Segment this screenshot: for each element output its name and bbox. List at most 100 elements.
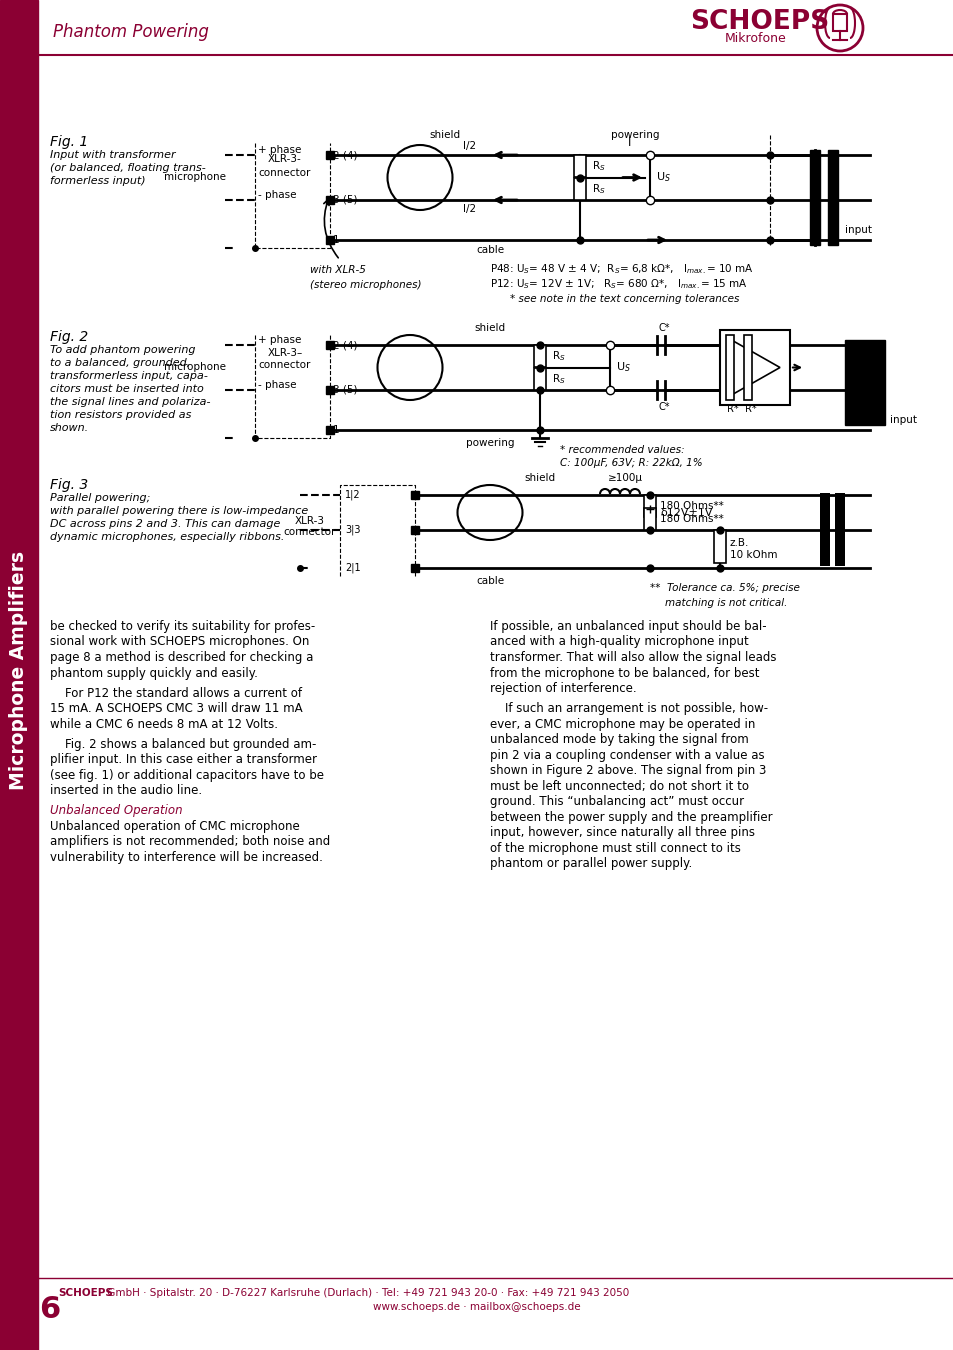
Text: + phase: + phase: [257, 144, 301, 155]
Bar: [844, 340, 884, 425]
Text: Fig. 2: Fig. 2: [50, 329, 89, 344]
Text: Parallel powering;: Parallel powering;: [50, 493, 151, 504]
Text: R$_S$: R$_S$: [592, 182, 605, 196]
Bar: [326, 427, 334, 433]
Text: while a CMC 6 needs 8 mA at 12 Volts.: while a CMC 6 needs 8 mA at 12 Volts.: [50, 718, 277, 730]
Text: I: I: [628, 136, 631, 148]
Text: with parallel powering there is low-impedance: with parallel powering there is low-impe…: [50, 506, 308, 516]
Text: of the microphone must still connect to its: of the microphone must still connect to …: [490, 841, 740, 855]
Text: 15 mA. A SCHOEPS CMC 3 will draw 11 mA: 15 mA. A SCHOEPS CMC 3 will draw 11 mA: [50, 702, 302, 716]
Bar: [411, 526, 418, 535]
Text: 1: 1: [333, 235, 339, 244]
Text: shield: shield: [429, 130, 460, 140]
Text: To add phantom powering: To add phantom powering: [50, 346, 195, 355]
Text: 2 (4): 2 (4): [333, 340, 357, 350]
Text: the signal lines and polariza-: the signal lines and polariza-: [50, 397, 211, 406]
Text: between the power supply and the preamplifier: between the power supply and the preampl…: [490, 810, 772, 824]
Bar: [834, 493, 844, 566]
Text: If possible, an unbalanced input should be bal-: If possible, an unbalanced input should …: [490, 620, 766, 633]
Text: microphone: microphone: [164, 173, 226, 182]
Text: I/2: I/2: [463, 140, 476, 151]
Text: 1: 1: [333, 425, 339, 435]
Text: shown.: shown.: [50, 423, 89, 433]
Text: SCHOEPS: SCHOEPS: [58, 1288, 112, 1297]
Text: 180 Ohms**: 180 Ohms**: [659, 501, 723, 512]
Text: δ12V±1V: δ12V±1V: [659, 508, 712, 517]
Text: (see fig. 1) or additional capacitors have to be: (see fig. 1) or additional capacitors ha…: [50, 768, 324, 782]
Text: formerless input): formerless input): [50, 176, 146, 186]
Text: Unbalanced operation of CMC microphone: Unbalanced operation of CMC microphone: [50, 819, 299, 833]
Text: 180 Ohms**: 180 Ohms**: [659, 514, 723, 524]
Text: ≥100μ: ≥100μ: [607, 472, 641, 483]
Text: I/2: I/2: [463, 204, 476, 215]
Bar: [326, 386, 334, 394]
Text: anced with a high-quality microphone input: anced with a high-quality microphone inp…: [490, 636, 748, 648]
Text: U$_S$: U$_S$: [656, 170, 670, 185]
Text: Input with transformer: Input with transformer: [50, 150, 175, 161]
Text: cable: cable: [476, 576, 503, 586]
Text: connector: connector: [258, 360, 311, 370]
Text: phantom supply quickly and easily.: phantom supply quickly and easily.: [50, 667, 257, 679]
Text: Microphone Amplifiers: Microphone Amplifiers: [10, 551, 29, 790]
Text: XLR-3–: XLR-3–: [267, 347, 302, 358]
Text: unbalanced mode by taking the signal from: unbalanced mode by taking the signal fro…: [490, 733, 748, 747]
Text: + phase: + phase: [257, 335, 301, 346]
Bar: [0, 0, 38, 1350]
Bar: [713, 531, 725, 563]
Bar: [534, 369, 545, 390]
Bar: [411, 491, 418, 500]
Text: For P12 the standard allows a current of: For P12 the standard allows a current of: [50, 687, 302, 699]
Text: powering: powering: [465, 437, 514, 448]
Text: 3|3: 3|3: [345, 525, 360, 535]
Text: citors must be inserted into: citors must be inserted into: [50, 383, 204, 394]
Text: transformerless input, capa-: transformerless input, capa-: [50, 371, 208, 381]
Bar: [832, 14, 846, 31]
Text: 3 (5): 3 (5): [333, 194, 357, 205]
Text: C: 100μF, 63V; R: 22kΩ, 1%: C: 100μF, 63V; R: 22kΩ, 1%: [559, 458, 702, 468]
Text: Mikrofone: Mikrofone: [724, 31, 786, 45]
Text: Fig. 2 shows a balanced but grounded am-: Fig. 2 shows a balanced but grounded am-: [50, 738, 316, 751]
Text: page 8 a method is described for checking a: page 8 a method is described for checkin…: [50, 651, 313, 664]
Text: DC across pins 2 and 3. This can damage: DC across pins 2 and 3. This can damage: [50, 518, 280, 529]
Text: matching is not critical.: matching is not critical.: [664, 598, 786, 608]
Bar: [534, 346, 545, 367]
Text: cable: cable: [476, 244, 503, 255]
Text: - phase: - phase: [257, 190, 296, 200]
Text: input, however, since naturally all three pins: input, however, since naturally all thre…: [490, 826, 754, 840]
Text: from the microphone to be balanced, for best: from the microphone to be balanced, for …: [490, 667, 759, 679]
Text: powering: powering: [610, 130, 659, 140]
Text: 3 (5): 3 (5): [333, 385, 357, 396]
Bar: [720, 329, 789, 405]
Bar: [809, 150, 820, 244]
Text: Unbalanced Operation: Unbalanced Operation: [50, 805, 182, 818]
Text: U$_S$: U$_S$: [616, 360, 630, 374]
Text: tion resistors provided as: tion resistors provided as: [50, 410, 192, 420]
Text: Fig. 1: Fig. 1: [50, 135, 89, 148]
Text: shield: shield: [474, 323, 505, 333]
Text: Phantom Powering: Phantom Powering: [53, 23, 209, 40]
Text: ground. This “unbalancing act” must occur: ground. This “unbalancing act” must occu…: [490, 795, 743, 809]
Text: amplifiers is not recommended; both noise and: amplifiers is not recommended; both nois…: [50, 836, 330, 848]
Text: R$_S$: R$_S$: [552, 350, 565, 363]
Text: 2|1: 2|1: [345, 563, 360, 574]
Text: If such an arrangement is not possible, how-: If such an arrangement is not possible, …: [490, 702, 767, 716]
Text: to a balanced, grounded,: to a balanced, grounded,: [50, 358, 190, 369]
Bar: [326, 151, 334, 159]
Text: Fig. 3: Fig. 3: [50, 478, 89, 491]
Text: (stereo microphones): (stereo microphones): [310, 279, 421, 290]
Text: 1|2: 1|2: [345, 490, 360, 501]
Text: shown in Figure 2 above. The signal from pin 3: shown in Figure 2 above. The signal from…: [490, 764, 765, 778]
Text: R$_S$: R$_S$: [552, 373, 565, 386]
Text: GmbH · Spitalstr. 20 · D-76227 Karlsruhe (Durlach) · Tel: +49 721 943 20-0 · Fax: GmbH · Spitalstr. 20 · D-76227 Karlsruhe…: [104, 1288, 629, 1297]
Text: R$_S$: R$_S$: [592, 159, 605, 173]
Text: P48: U$_S$= 48 V ± 4 V;  R$_S$= 6,8 kΩ*,   I$_{max.}$= 10 mA: P48: U$_S$= 48 V ± 4 V; R$_S$= 6,8 kΩ*, …: [490, 262, 753, 275]
Text: dynamic microphones, especially ribbons.: dynamic microphones, especially ribbons.: [50, 532, 284, 541]
Text: plifier input. In this case either a transformer: plifier input. In this case either a tra…: [50, 753, 316, 767]
Text: must be left unconnected; do not short it to: must be left unconnected; do not short i…: [490, 780, 748, 792]
Text: connector: connector: [258, 167, 311, 177]
Text: ever, a CMC microphone may be operated in: ever, a CMC microphone may be operated i…: [490, 718, 755, 730]
Text: shield: shield: [524, 472, 555, 483]
Text: * recommended values:: * recommended values:: [559, 446, 684, 455]
Text: (or balanced, floating trans-: (or balanced, floating trans-: [50, 163, 206, 173]
Text: z.B.
10 kOhm: z.B. 10 kOhm: [729, 539, 777, 560]
